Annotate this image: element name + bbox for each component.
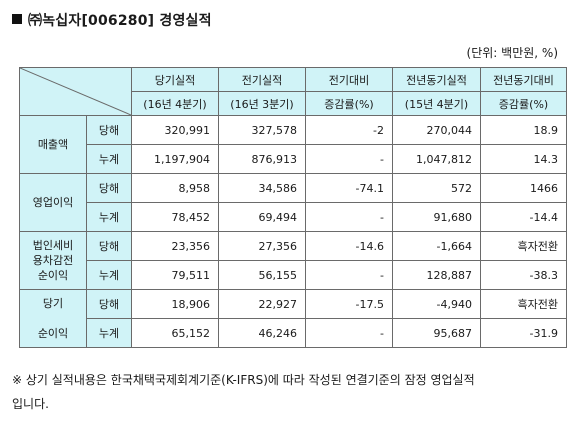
unit-label: (단위: 백만원, %) — [466, 46, 558, 60]
value-cell: 18.9 — [480, 115, 567, 145]
value-cell: 18,906 — [131, 289, 219, 319]
table-row: 영업이익 당해 8,958 34,586 -74.1 572 1466 — [19, 173, 567, 232]
footnote-line: 입니다. — [12, 397, 49, 411]
table-row: 매출액 당해 320,991 327,578 -2 270,044 18.9 — [19, 115, 567, 174]
row-type-label: 당해 — [86, 173, 132, 203]
value-cell: 78,452 — [131, 202, 219, 232]
col-subheader: (16년 4분기) — [131, 91, 219, 116]
value-cell: - — [305, 260, 393, 290]
row-type-label: 당해 — [86, 231, 132, 261]
value-cell: 1466 — [480, 173, 567, 203]
row-group-label: 영업이익 — [19, 173, 87, 232]
value-cell: 69,494 — [218, 202, 306, 232]
row-type-label: 누계 — [86, 318, 132, 348]
value-cell: 56,155 — [218, 260, 306, 290]
table-body: 당기실적 전기실적 전기대비 전년동기실적 전년동기대비 (16년 4분기) (… — [19, 67, 567, 348]
value-cell: 876,913 — [218, 144, 306, 174]
value-cell: 65,152 — [131, 318, 219, 348]
value-cell: -1,664 — [392, 231, 481, 261]
value-cell: - — [305, 144, 393, 174]
footnote-line: ※ 상기 실적내용은 한국채택국제회계기준(K-IFRS)에 따라 작성된 연결… — [12, 373, 475, 387]
value-cell: -4,940 — [392, 289, 481, 319]
row-type-label: 누계 — [86, 144, 132, 174]
col-header: 전기대비 — [305, 67, 393, 92]
table-row: 누계 65,152 46,246-95,687 -31.9 — [20, 318, 567, 348]
row-type-label: 누계 — [86, 202, 132, 232]
value-cell: -74.1 — [305, 173, 393, 203]
footnote: ※ 상기 실적내용은 한국채택국제회계기준(K-IFRS)에 따라 작성된 연결… — [12, 368, 572, 416]
col-subheader: (15년 4분기) — [392, 91, 481, 116]
value-cell: 1,197,904 — [131, 144, 219, 174]
table-row: 누계 78,452 69,494-91,680 -14.4 — [20, 202, 567, 232]
value-cell: 270,044 — [392, 115, 481, 145]
value-cell: 320,991 — [131, 115, 219, 145]
header-row: 당기실적 전기실적 전기대비 전년동기실적 전년동기대비 — [19, 67, 567, 116]
row-group-label: 법인세비 용차감전 순이익 — [19, 231, 87, 290]
value-cell: - — [305, 318, 393, 348]
value-cell: -2 — [305, 115, 393, 145]
col-header: 전기실적 — [218, 67, 306, 92]
square-bullet-icon — [12, 14, 22, 24]
value-cell: -38.3 — [480, 260, 567, 290]
value-cell: 128,887 — [392, 260, 481, 290]
table-row: 누계 1,197,904 876,913-1,047,812 14.3 — [20, 144, 567, 174]
value-cell: 14.3 — [480, 144, 567, 174]
table-row: 당기 순이익 당해 18,906 22,927 -17.5 -4,940 흑자전환 — [19, 289, 567, 348]
row-type-label: 당해 — [86, 289, 132, 319]
value-cell: -17.5 — [305, 289, 393, 319]
table-row: 법인세비 용차감전 순이익 당해 23,356 27,356 -14.6 -1,664 흑자… — [19, 231, 567, 290]
value-cell: 22,927 — [218, 289, 306, 319]
col-header: 전년동기대비 — [480, 67, 567, 92]
row-group-label: 당기 순이익 — [19, 289, 87, 348]
col-subheader: 증감률(%) — [305, 91, 393, 116]
performance-table: 당기실적 전기실적 전기대비 전년동기실적 전년동기대비 (16년 4분기) (… — [19, 67, 567, 348]
value-cell: 8,958 — [131, 173, 219, 203]
table-row: 누계 79,511 56,155-128,887 -38.3 — [20, 260, 567, 290]
row-type-label: 당해 — [86, 115, 132, 145]
value-cell: 79,511 — [131, 260, 219, 290]
value-cell: 91,680 — [392, 202, 481, 232]
value-cell: -14.4 — [480, 202, 567, 232]
row-type-label: 누계 — [86, 260, 132, 290]
header-row: (16년 4분기) (16년 3분기) 증감률(%) (15년 4분기) 증감률… — [20, 91, 567, 116]
col-header: 당기실적 — [131, 67, 219, 92]
value-cell: 23,356 — [131, 231, 219, 261]
page-title: ㈜녹십자[006280] 경영실적 — [12, 10, 212, 30]
value-cell: -31.9 — [480, 318, 567, 348]
col-header: 전년동기실적 — [392, 67, 481, 92]
title-text: ㈜녹십자[006280] 경영실적 — [28, 13, 212, 29]
value-cell: 34,586 — [218, 173, 306, 203]
value-cell: -14.6 — [305, 231, 393, 261]
value-cell: 27,356 — [218, 231, 306, 261]
value-cell: 327,578 — [218, 115, 306, 145]
value-cell: - — [305, 202, 393, 232]
col-subheader: 증감률(%) — [480, 91, 567, 116]
value-cell: 1,047,812 — [392, 144, 481, 174]
col-subheader: (16년 3분기) — [218, 91, 306, 116]
value-cell: 흑자전환 — [480, 231, 567, 261]
row-group-label: 매출액 — [19, 115, 87, 174]
value-cell: 572 — [392, 173, 481, 203]
corner-cell — [19, 67, 132, 116]
diagonal-line — [20, 68, 131, 115]
value-cell: 46,246 — [218, 318, 306, 348]
value-cell: 흑자전환 — [480, 289, 567, 319]
value-cell: 95,687 — [392, 318, 481, 348]
